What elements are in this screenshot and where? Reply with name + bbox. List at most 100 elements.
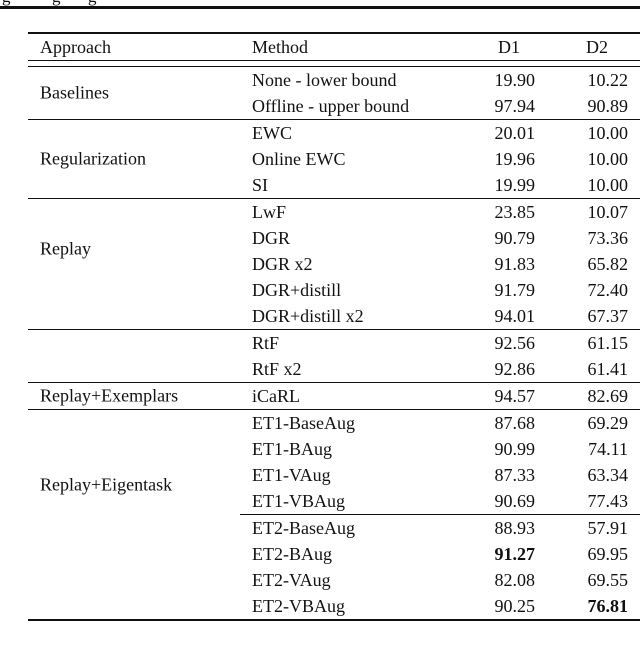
d2-value-cell: 73.36 [587,227,629,248]
d2-value-cell: 69.29 [587,412,629,433]
d2-value-cell: 90.89 [587,95,629,116]
table-row: DGR x2 91.83 65.82 [28,251,640,277]
table-row: ET2-BaseAug 88.93 57.91 [28,515,640,541]
method-cell: ET1-BaseAug [252,412,355,433]
d1-value-cell: 23.85 [494,201,536,222]
table-group: Replay+Eigentask ET1-BaseAug 87.68 69.29 ET1… [28,409,640,619]
method-cell: DGR [252,227,291,248]
d2-value-cell: 10.00 [587,148,629,169]
d1-value-cell: 19.90 [494,69,536,90]
table-row: ET1-VAug 87.33 63.34 [28,462,640,488]
d2-value-cell: 69.95 [587,543,629,564]
d1-value-cell: 92.56 [494,332,536,353]
column-header-d1: D1 [498,36,520,57]
approach-cell: Regularization [40,148,146,169]
d2-value-cell: 10.00 [587,122,629,143]
table-row: Online EWC 19.96 10.00 [28,146,640,172]
table-row: Offline - upper bound 97.94 90.89 [28,93,640,119]
method-cell: Offline - upper bound [252,95,410,116]
table-row: iCaRL 94.57 82.69 [28,383,640,409]
approach-cell: Replay [40,238,91,259]
d2-value-cell: 82.69 [587,385,629,406]
table-group: Regularization EWC 20.01 10.00 Online EWC 19.… [28,119,640,198]
method-cell: RtF [252,332,280,353]
table-body: Baselines None - lower bound 19.90 10.22 Off… [28,67,640,619]
d1-value-cell: 90.79 [494,227,536,248]
table-row: ET2-BAug 91.27 69.95 [28,541,640,567]
method-cell: RtF x2 [252,358,302,379]
cropped-glyph: g [88,0,97,6]
d2-value-cell: 10.00 [587,174,629,195]
d2-value-cell: 10.07 [587,201,629,222]
column-header-approach: Approach [40,36,111,57]
results-table: Approach Method D1 D2 Baselines None - lo… [28,32,640,621]
method-cell: ET1-VAug [252,464,331,485]
d1-value-cell: 20.01 [494,122,536,143]
table-row: ET2-VBAug 90.25 76.81 [28,593,640,619]
d2-value-cell: 77.43 [587,490,629,511]
d2-value-cell: 57.91 [587,517,629,538]
d2-value-cell: 61.15 [587,332,629,353]
table-row: DGR 90.79 73.36 [28,225,640,251]
table-row: ET2-VAug 82.08 69.55 [28,567,640,593]
cropped-glyph: g [2,0,11,6]
method-cell: ET1-VBAug [252,490,345,511]
table-group: Replay LwF 23.85 10.07 DGR 90.79 73.36 DGR x2 91… [28,198,640,329]
d1-value-cell: 82.08 [494,569,536,590]
header-double-rule [28,60,640,67]
d2-value-cell: 72.40 [587,279,629,300]
table-row: DGR+distill 91.79 72.40 [28,277,640,303]
d2-value-cell: 76.81 [587,595,629,616]
table-group: RtF 92.56 61.15 RtF x2 92.86 61.41 [28,329,640,382]
table-group: Baselines None - lower bound 19.90 10.22 Off… [28,67,640,119]
table-row: RtF 92.56 61.15 [28,330,640,356]
method-cell: ET1-BAug [252,438,332,459]
d1-value-cell: 90.69 [494,490,536,511]
d2-value-cell: 74.11 [588,438,628,459]
d1-value-cell: 91.83 [494,253,536,274]
d1-value-cell: 19.96 [494,148,536,169]
table-row: None - lower bound 19.90 10.22 [28,67,640,93]
method-cell: None - lower bound [252,69,397,90]
column-header-d2: D2 [586,36,608,57]
method-cell: LwF [252,201,287,222]
method-cell: SI [252,174,269,195]
method-cell: DGR+distill x2 [252,305,364,326]
table-group: Replay+Exemplars iCaRL 94.57 82.69 [28,382,640,409]
method-cell: DGR+distill [252,279,342,300]
d1-value-cell: 97.94 [494,95,536,116]
table-row: LwF 23.85 10.07 [28,199,640,225]
cropped-glyph: g [52,0,61,6]
partial-rule [240,514,640,515]
table-row: DGR+distill x2 94.01 67.37 [28,303,640,329]
d1-value-cell: 19.99 [494,174,536,195]
table-row: ET1-VBAug 90.69 77.43 [28,488,640,514]
method-cell: DGR x2 [252,253,313,274]
d2-value-cell: 67.37 [587,305,629,326]
d1-value-cell: 92.86 [494,358,536,379]
method-cell: ET2-VAug [252,569,331,590]
approach-cell: Replay+Eigentask [40,474,173,494]
d2-value-cell: 10.22 [587,69,629,90]
d1-value-cell: 88.93 [494,517,536,538]
method-cell: iCaRL [252,385,300,406]
d2-value-cell: 69.55 [587,569,629,590]
d2-value-cell: 65.82 [587,253,629,274]
d1-value-cell: 94.57 [494,385,536,406]
d1-value-cell: 90.99 [494,438,536,459]
approach-cell: Replay+Exemplars [40,385,179,406]
cropped-caption-line: g g g [0,0,300,6]
table-header-row: Approach Method D1 D2 [28,32,640,60]
table-row: SI 19.99 10.00 [28,172,640,198]
d1-value-cell: 94.01 [494,305,536,326]
table-row: RtF x2 92.86 61.41 [28,356,640,382]
approach-cell: Baselines [40,82,109,103]
method-cell: Online EWC [252,148,346,169]
column-header-method: Method [252,36,308,57]
table-row: EWC 20.01 10.00 [28,120,640,146]
d1-value-cell: 91.79 [494,279,536,300]
d1-value-cell: 91.27 [494,543,536,564]
d2-value-cell: 63.34 [587,464,629,485]
d2-value-cell: 61.41 [587,358,629,379]
